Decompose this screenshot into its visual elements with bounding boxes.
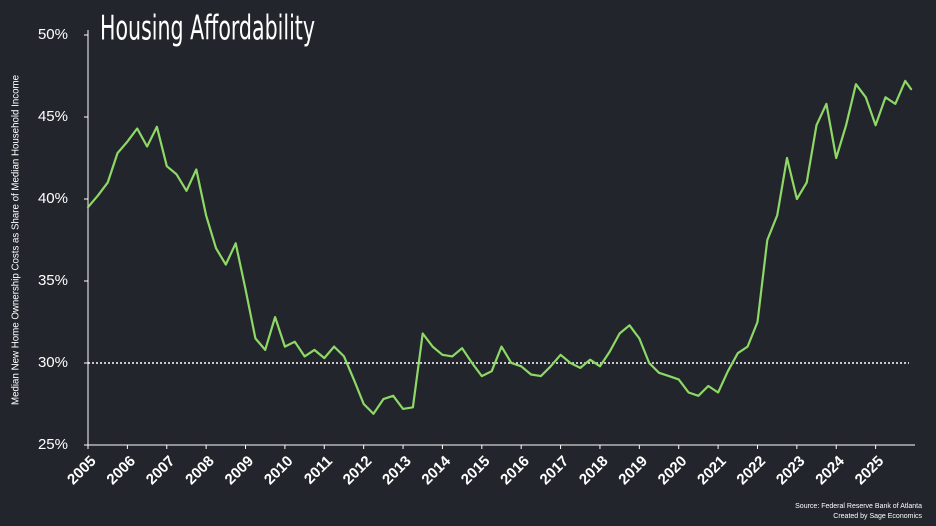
y-tick-label: 30% — [38, 354, 68, 371]
x-tick-label: 2010 — [261, 453, 297, 489]
x-tick-label: 2025 — [852, 453, 888, 489]
x-tick-label: 2008 — [182, 453, 218, 489]
x-tick-label: 2017 — [537, 453, 573, 489]
source-note: Source: Federal Reserve Bank of Atlanta — [795, 503, 922, 510]
x-tick-label: 2020 — [655, 453, 691, 489]
y-tick-label: 40% — [38, 190, 68, 207]
x-tick-label: 2016 — [497, 453, 533, 489]
credit-note: Created by Sage Economics — [833, 513, 922, 520]
data-line — [86, 79, 913, 415]
x-tick-label: 2011 — [301, 453, 336, 488]
y-tick-label: 50% — [38, 26, 68, 43]
x-tick-label: 2019 — [615, 453, 651, 489]
x-tick-label: 2023 — [773, 453, 809, 489]
x-tick-label: 2012 — [340, 453, 376, 489]
y-axis-label: Median New Home Ownership Costs as Share… — [11, 75, 22, 405]
x-tick-label: 2018 — [576, 453, 612, 489]
x-tick-label: 2005 — [64, 453, 100, 489]
x-tick-label: 2022 — [733, 453, 769, 489]
x-tick-label: 2006 — [103, 453, 139, 489]
x-tick-label: 2014 — [418, 452, 454, 488]
x-tick-label: 2015 — [458, 453, 494, 489]
y-tick-label: 35% — [38, 272, 68, 289]
y-tick-label: 45% — [38, 108, 68, 125]
x-tick-label: 2007 — [143, 453, 179, 489]
y-tick-label: 25% — [38, 436, 68, 453]
x-tick-label: 2024 — [812, 452, 848, 488]
x-tick-label: 2013 — [379, 453, 415, 489]
chart-title: Housing Affordability — [100, 9, 315, 49]
x-tick-label: 2021 — [694, 453, 730, 489]
x-tick-label: 2009 — [222, 453, 258, 489]
